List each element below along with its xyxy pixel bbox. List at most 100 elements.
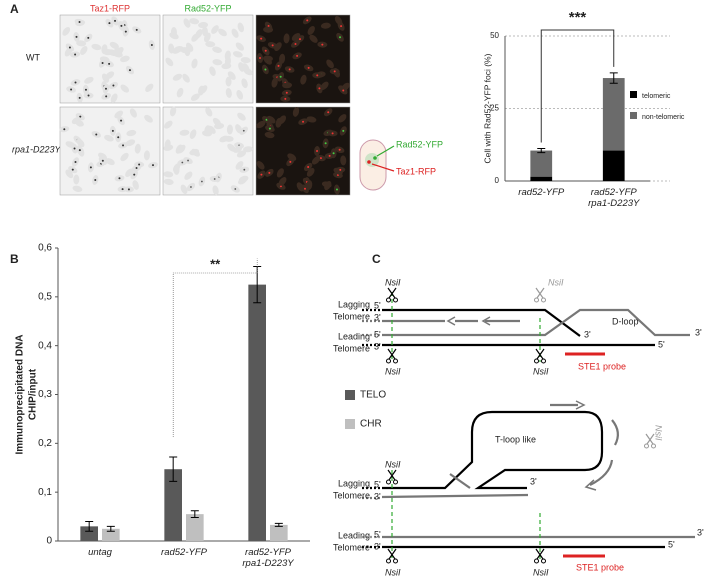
cell — [321, 181, 332, 188]
diagram-label: 3' — [374, 312, 381, 322]
focus — [289, 160, 292, 163]
cell — [306, 116, 317, 123]
error-bar — [609, 72, 618, 84]
focus — [267, 25, 270, 28]
cell — [292, 107, 300, 117]
focus — [335, 188, 338, 191]
scissors — [541, 297, 546, 303]
cell — [278, 177, 287, 186]
focus — [133, 173, 136, 176]
cell — [74, 117, 83, 127]
y-axis-label: Immunoprecipitated DNA — [15, 334, 26, 454]
focus — [279, 185, 282, 188]
cell — [225, 88, 232, 98]
cell — [306, 180, 313, 191]
cell — [189, 129, 197, 139]
cell — [235, 42, 244, 51]
cell — [175, 144, 183, 154]
cell — [198, 85, 205, 96]
cell — [163, 171, 174, 178]
focus — [338, 148, 341, 151]
cell-label: Taz1-RFP — [396, 166, 436, 176]
cell — [164, 120, 173, 129]
focus — [114, 19, 117, 22]
cell — [126, 129, 137, 137]
cell — [214, 123, 225, 130]
cell — [212, 59, 223, 66]
cell — [185, 42, 194, 52]
scissors — [534, 558, 539, 564]
significance-label: *** — [569, 9, 587, 26]
focus — [340, 25, 343, 28]
dna-diagram — [362, 292, 695, 560]
focus — [70, 88, 73, 91]
cell — [76, 138, 85, 148]
focus — [78, 96, 81, 99]
focus — [296, 54, 299, 57]
cell — [291, 33, 301, 41]
focus — [87, 36, 90, 39]
scissors — [645, 433, 655, 445]
y-tick-label: 0,6 — [38, 243, 52, 254]
cell — [320, 22, 331, 29]
cell — [300, 74, 307, 85]
focus — [124, 30, 127, 33]
cell — [80, 45, 88, 55]
significance-bracket — [172, 258, 258, 438]
focus — [151, 164, 154, 167]
legend-swatch — [630, 112, 637, 119]
cell — [233, 145, 243, 153]
scissors — [535, 548, 545, 560]
x-tick-label: rad52-YFP rpa1-D223Y — [242, 547, 294, 569]
diagram-label: Telomere — [333, 311, 370, 321]
diagram-label: 3' — [695, 327, 702, 337]
y-tick-label: 0,5 — [38, 291, 52, 302]
focus — [271, 44, 274, 47]
diagram-label: Lagging — [338, 478, 370, 488]
scissors — [393, 297, 398, 303]
cell — [282, 82, 293, 89]
diagram-label: 5' — [374, 300, 381, 310]
error-bar — [537, 148, 546, 154]
y-tick-label: 50 — [490, 31, 499, 40]
bar — [186, 514, 204, 541]
panel-label: B — [10, 252, 19, 266]
cell — [104, 134, 114, 142]
bar — [270, 524, 288, 541]
y-tick-label: 25 — [490, 104, 499, 113]
focus — [277, 64, 280, 67]
cell — [173, 46, 184, 53]
focus — [213, 178, 216, 180]
focus — [87, 94, 90, 97]
cell — [191, 58, 198, 69]
focus — [84, 88, 87, 91]
scissors — [387, 348, 397, 360]
cell — [242, 63, 250, 73]
diagram-label: 3' — [374, 491, 381, 501]
panel-label: A — [10, 2, 19, 16]
focus — [331, 132, 334, 135]
cell — [264, 131, 275, 139]
legend-label: CHR — [360, 419, 382, 430]
focus — [94, 178, 97, 181]
focus — [319, 157, 322, 160]
focus — [73, 147, 76, 150]
cell — [180, 184, 188, 195]
cell — [120, 55, 130, 63]
scissors — [393, 358, 398, 364]
cell — [84, 76, 94, 84]
focus — [78, 20, 81, 23]
focus — [112, 84, 115, 87]
cell — [191, 33, 200, 42]
scissors — [541, 358, 546, 364]
focus — [138, 163, 141, 166]
cell — [320, 81, 329, 90]
diagram-label: Telomere — [333, 343, 370, 353]
diagram-label: STE1 probe — [576, 562, 624, 572]
cell — [209, 66, 216, 77]
focus — [63, 128, 66, 131]
focus — [75, 35, 78, 38]
cell — [212, 46, 222, 53]
cell — [62, 26, 71, 36]
